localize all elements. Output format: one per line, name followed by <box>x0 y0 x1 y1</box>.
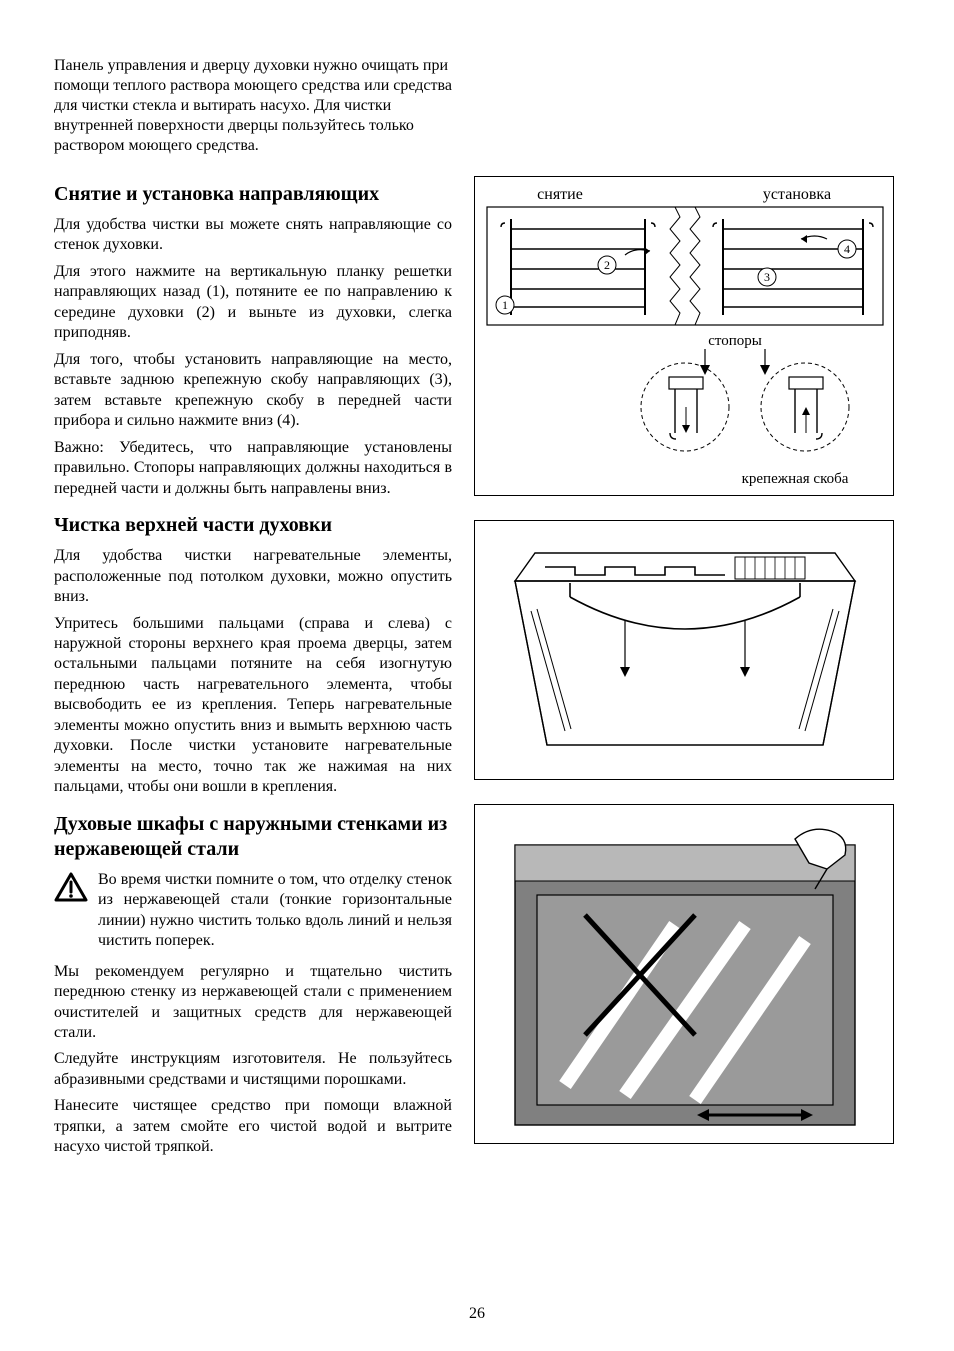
section3-p3: Нанесите чистящее средство при помощи вл… <box>54 1096 452 1157</box>
svg-text:2: 2 <box>604 258 610 272</box>
figure-cleaning-direction <box>474 804 894 1144</box>
fig1-label-left: снятие <box>537 186 583 203</box>
section1-p2: Для этого нажмите на вертикальную планку… <box>54 262 452 344</box>
section1-heading: Снятие и установка направляющих <box>54 182 452 207</box>
section3-p2: Следуйте инструкциям изготовителя. Не по… <box>54 1049 452 1090</box>
svg-text:3: 3 <box>764 270 770 284</box>
page-number: 26 <box>0 1305 954 1323</box>
section2-p1: Для удобства чистки нагревательные элеме… <box>54 546 452 607</box>
figure-oven-top <box>474 520 894 780</box>
section1-p1: Для удобства чистки вы можете снять напр… <box>54 215 452 256</box>
fig1-left-rail: 1 2 <box>496 219 669 315</box>
section3-p1: Мы рекомендуем регулярно и тщательно чис… <box>54 962 452 1044</box>
left-column: Снятие и установка направляющих Для удоб… <box>54 176 452 1164</box>
fig1-label-stops: стопоры <box>708 333 762 349</box>
svg-text:1: 1 <box>502 298 508 312</box>
fig1-label-bracket: крепежная скоба <box>742 471 849 487</box>
fig1-label-right: установка <box>763 186 831 203</box>
warning-text: Во время чистки помните о том, что отдел… <box>98 870 452 952</box>
section1-p3: Для того, чтобы установить направляющие … <box>54 350 452 432</box>
warning-icon <box>54 870 88 952</box>
section1-p4: Важно: Убедитесь, что направляющие устан… <box>54 438 452 499</box>
section2-p2: Упритесь большими пальцами (справа и сле… <box>54 614 452 798</box>
svg-text:4: 4 <box>844 242 850 256</box>
right-column: снятие установка <box>474 176 904 1164</box>
figure-rails: снятие установка <box>474 176 894 496</box>
intro-paragraph: Панель управления и дверцу духовки нужно… <box>54 56 454 156</box>
fig1-right-rail: 3 4 <box>713 219 873 315</box>
warning-block: Во время чистки помните о том, что отдел… <box>54 870 452 952</box>
section2-heading: Чистка верхней части духовки <box>54 513 452 538</box>
content-row: Снятие и установка направляющих Для удоб… <box>54 176 904 1164</box>
section3-heading: Духовые шкафы с наружными стенками из не… <box>54 812 452 862</box>
